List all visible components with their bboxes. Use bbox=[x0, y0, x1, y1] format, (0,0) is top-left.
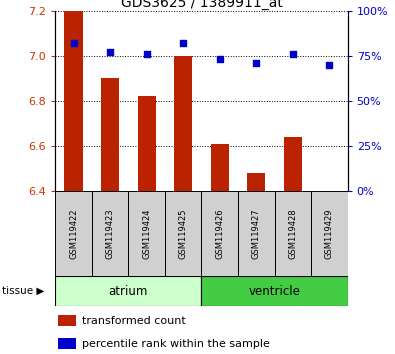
Text: GSM119427: GSM119427 bbox=[252, 208, 261, 259]
Text: GSM119426: GSM119426 bbox=[215, 208, 224, 259]
Text: atrium: atrium bbox=[109, 285, 148, 298]
Bar bbox=[101, 78, 119, 191]
Point bbox=[326, 62, 333, 68]
Text: GSM119424: GSM119424 bbox=[142, 209, 151, 259]
Text: transformed count: transformed count bbox=[82, 316, 185, 326]
Point bbox=[180, 40, 186, 46]
Point bbox=[290, 51, 296, 57]
Bar bbox=[238, 191, 275, 276]
Bar bbox=[137, 96, 156, 191]
Bar bbox=[64, 11, 83, 191]
Bar bbox=[201, 191, 238, 276]
Bar bbox=[275, 191, 311, 276]
Text: GSM119422: GSM119422 bbox=[69, 209, 78, 259]
Bar bbox=[284, 137, 302, 191]
Bar bbox=[58, 338, 76, 349]
Bar bbox=[165, 191, 201, 276]
Text: GSM119429: GSM119429 bbox=[325, 209, 334, 259]
Text: GSM119425: GSM119425 bbox=[179, 209, 188, 259]
Bar bbox=[247, 173, 265, 191]
Text: GSM119423: GSM119423 bbox=[105, 208, 115, 259]
Bar bbox=[174, 56, 192, 191]
Bar bbox=[55, 276, 201, 306]
Point bbox=[216, 57, 223, 62]
Point bbox=[70, 40, 77, 46]
Bar bbox=[201, 276, 348, 306]
Bar bbox=[211, 144, 229, 191]
Title: GDS3625 / 1389911_at: GDS3625 / 1389911_at bbox=[120, 0, 282, 10]
Point bbox=[107, 49, 113, 55]
Bar bbox=[128, 191, 165, 276]
Bar bbox=[58, 315, 76, 326]
Text: GSM119428: GSM119428 bbox=[288, 208, 297, 259]
Bar bbox=[311, 191, 348, 276]
Text: tissue ▶: tissue ▶ bbox=[2, 286, 44, 296]
Bar bbox=[55, 191, 92, 276]
Text: ventricle: ventricle bbox=[248, 285, 301, 298]
Point bbox=[253, 60, 260, 66]
Point bbox=[143, 51, 150, 57]
Text: percentile rank within the sample: percentile rank within the sample bbox=[82, 339, 269, 349]
Bar bbox=[92, 191, 128, 276]
